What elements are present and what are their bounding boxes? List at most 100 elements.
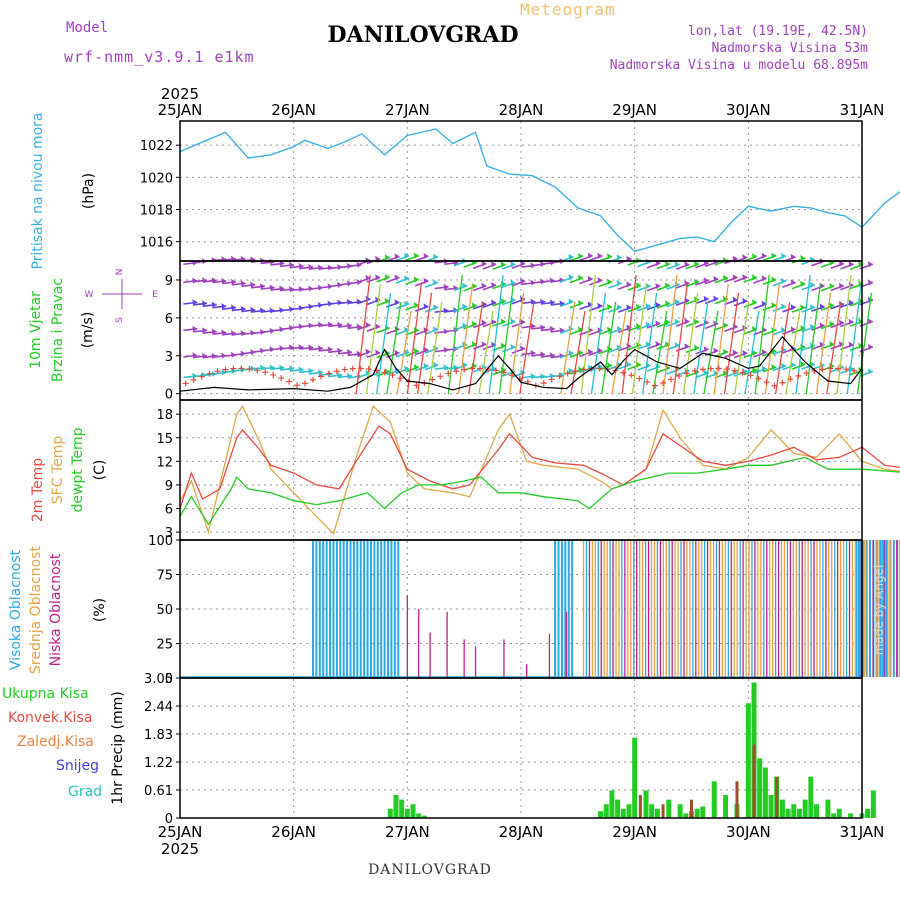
gust-arrow (652, 310, 668, 395)
gust-arrow (386, 301, 402, 395)
wind-arrowhead (703, 295, 709, 302)
wind-arrowhead (790, 361, 796, 368)
compass-cross (102, 279, 142, 309)
y-tick-label: 0.61 (144, 784, 173, 799)
wind-arrowhead (848, 299, 854, 306)
wind-arrowhead (394, 253, 400, 260)
wind-arrowhead (722, 348, 728, 355)
wind-gust-marker (349, 365, 356, 372)
wind-gust-marker (262, 369, 269, 376)
wind-gust-marker (477, 365, 484, 372)
wind-arrowhead (540, 351, 546, 358)
wind-arrowhead (327, 346, 333, 353)
precip-bar-total (808, 776, 814, 818)
wind-arrowhead (626, 281, 632, 288)
wind-arrowhead (568, 349, 574, 356)
y-tick-label: 1018 (140, 204, 173, 219)
wind-arrowhead (500, 342, 506, 349)
year-label-bottom: 2025 (161, 840, 199, 858)
wind-arrowhead (732, 255, 738, 262)
wind-arrowhead (635, 303, 641, 310)
gust-arrow (601, 301, 617, 395)
gust-arrow (826, 301, 842, 395)
wind-arrowhead (664, 341, 670, 348)
wind-arrowhead (800, 361, 806, 368)
wind-arrowhead (732, 274, 738, 281)
wind-arrowhead (384, 274, 390, 281)
wind-arrowhead (800, 325, 806, 332)
gust-arrow (774, 301, 791, 395)
wind-arrowhead (549, 325, 555, 332)
wind-arrowhead (819, 322, 825, 329)
gust-arrow (703, 310, 719, 395)
wind-arrowhead (192, 325, 198, 332)
precip-bar-total (404, 808, 410, 818)
wind-arrowhead (578, 326, 584, 333)
wind-arrowhead (259, 283, 265, 290)
wind-gust-marker (397, 375, 404, 382)
wind-gust-marker (691, 367, 698, 374)
wind-arrowhead (838, 319, 844, 326)
gust-arrow (682, 292, 699, 395)
wind-arrowhead (433, 304, 439, 311)
gust-arrow (693, 301, 709, 395)
precip-bar-total (757, 758, 763, 818)
wind-gust-marker (461, 366, 468, 373)
wind-arrowhead (867, 343, 873, 350)
wind-arrowhead (713, 347, 719, 354)
series-line-pressure-0 (179, 128, 900, 253)
precip-bar-convective (775, 776, 779, 818)
wind-arrowhead (433, 361, 439, 368)
gust-arrow (375, 292, 392, 395)
wind-arrowhead (308, 367, 314, 374)
wind-arrowhead (375, 323, 381, 330)
gust-arrow (355, 274, 371, 395)
x-tick-label-top: 29JAN (612, 101, 657, 119)
wind-gust-marker (739, 369, 746, 376)
wind-arrowhead (616, 325, 622, 332)
y-tick-label: 2.44 (144, 700, 173, 715)
precip-bar-total (723, 795, 729, 818)
wind-arrowhead (540, 373, 546, 380)
wind-gust-marker (596, 365, 603, 372)
compass-s: S (115, 317, 125, 323)
precip-bar-total (615, 799, 621, 818)
wind-arrowhead (250, 281, 256, 288)
precip-bar-convective (690, 799, 693, 818)
wind-arrowhead (722, 321, 728, 328)
precip-bar-total (870, 790, 876, 818)
precip-legend-item: Snijeg (56, 758, 99, 774)
wind-arrowhead (356, 350, 362, 357)
y-tick-label: 12 (156, 455, 173, 470)
wind-arrowhead (211, 301, 217, 308)
wind-arrowhead (423, 346, 429, 353)
wind-arrowhead (819, 341, 825, 348)
wind-arrowhead (780, 277, 786, 284)
precip-bar-total (677, 804, 683, 818)
year-label-top: 2025 (161, 85, 199, 103)
wind-gust-marker (206, 370, 213, 377)
wind-arrowhead (491, 261, 497, 268)
wind-arrowhead (674, 261, 680, 268)
wind-arrowhead (211, 352, 217, 359)
wind-arrowhead (530, 349, 536, 356)
wind-arrowhead (510, 279, 516, 286)
wind-arrowhead (713, 370, 719, 377)
wind-gust-marker (381, 369, 388, 376)
y-tick-label: 100 (148, 534, 173, 549)
wind-arrowhead (780, 252, 786, 259)
wind-arrowhead (471, 341, 477, 348)
precip-bar-total (768, 795, 774, 818)
precip-bar-convective (735, 781, 739, 818)
wind-arrowhead (635, 323, 641, 330)
y-tick-label: 1022 (140, 139, 173, 154)
wind-arrowhead (616, 254, 622, 261)
wind-arrowhead (394, 349, 400, 356)
gust-arrow (447, 274, 463, 395)
wind-arrowhead (858, 318, 864, 325)
wind-arrowhead (587, 364, 593, 371)
wind-arrowhead (394, 299, 400, 306)
y-tick-label: 1020 (140, 171, 173, 186)
wind-arrowhead (829, 341, 835, 348)
page-title: DANILOVGRAD (327, 22, 519, 48)
